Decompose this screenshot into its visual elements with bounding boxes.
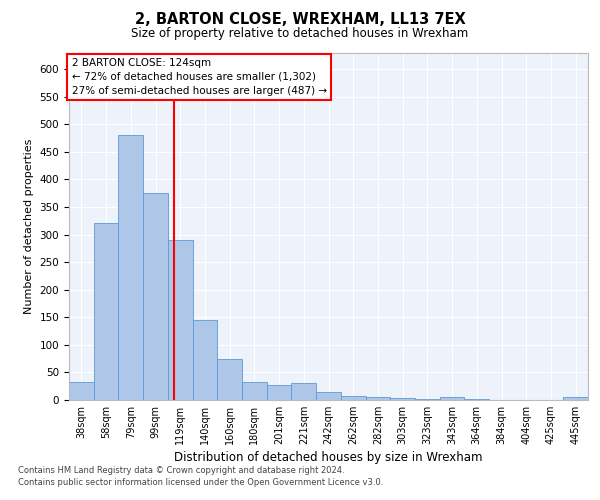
- Bar: [94, 224, 118, 400]
- Text: Contains HM Land Registry data © Crown copyright and database right 2024.: Contains HM Land Registry data © Crown c…: [18, 466, 344, 475]
- Bar: [316, 392, 341, 400]
- Text: 2 BARTON CLOSE: 124sqm
← 72% of detached houses are smaller (1,302)
27% of semi-: 2 BARTON CLOSE: 124sqm ← 72% of detached…: [71, 58, 327, 96]
- Bar: [390, 398, 415, 400]
- Bar: [440, 397, 464, 400]
- Bar: [118, 135, 143, 400]
- X-axis label: Distribution of detached houses by size in Wrexham: Distribution of detached houses by size …: [174, 451, 483, 464]
- Y-axis label: Number of detached properties: Number of detached properties: [24, 138, 34, 314]
- Text: 2, BARTON CLOSE, WREXHAM, LL13 7EX: 2, BARTON CLOSE, WREXHAM, LL13 7EX: [134, 12, 466, 27]
- Bar: [193, 320, 217, 400]
- Bar: [69, 382, 94, 400]
- Bar: [143, 193, 168, 400]
- Text: Size of property relative to detached houses in Wrexham: Size of property relative to detached ho…: [131, 28, 469, 40]
- Bar: [563, 397, 588, 400]
- Bar: [292, 384, 316, 400]
- Bar: [341, 396, 365, 400]
- Bar: [217, 358, 242, 400]
- Bar: [415, 399, 440, 400]
- Bar: [168, 240, 193, 400]
- Bar: [242, 382, 267, 400]
- Text: Contains public sector information licensed under the Open Government Licence v3: Contains public sector information licen…: [18, 478, 383, 487]
- Bar: [365, 397, 390, 400]
- Bar: [267, 384, 292, 400]
- Bar: [464, 399, 489, 400]
